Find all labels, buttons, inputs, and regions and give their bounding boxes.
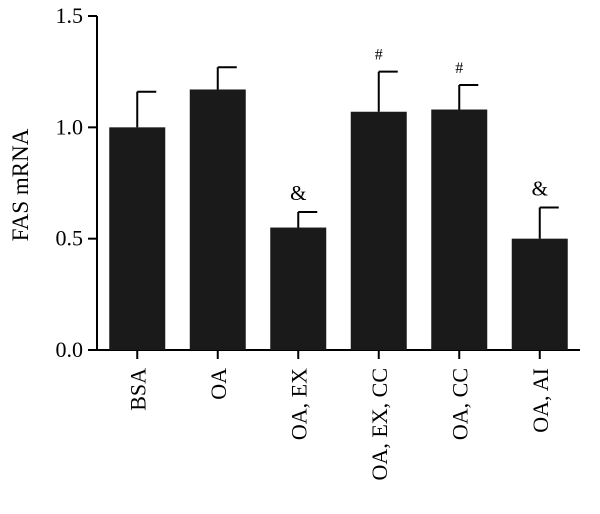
significance-marker: & bbox=[290, 181, 306, 205]
y-axis-title: FAS mRNA bbox=[8, 128, 33, 241]
bar-bsa bbox=[109, 127, 166, 350]
significance-marker: & bbox=[532, 176, 548, 200]
error-bars-group bbox=[136, 66, 559, 239]
category-label: OA, EX bbox=[286, 368, 311, 440]
category-label: OA, AI bbox=[528, 368, 553, 433]
annotations-group: & # # & bbox=[290, 47, 548, 205]
significance-marker: # bbox=[455, 60, 463, 77]
bars-group bbox=[109, 89, 568, 351]
category-label: BSA bbox=[125, 368, 150, 411]
bar-oa bbox=[189, 89, 246, 350]
significance-marker: # bbox=[375, 47, 383, 64]
y-tick-label: 0.0 bbox=[56, 337, 84, 362]
bar-oa-ex bbox=[270, 227, 327, 350]
y-tick-label: 1.5 bbox=[56, 3, 84, 28]
category-label: OA bbox=[206, 368, 231, 400]
y-tick-label: 0.5 bbox=[56, 226, 84, 251]
bar-oa-ai bbox=[511, 238, 568, 350]
y-axis: 0.0 0.5 1.0 1.5 bbox=[56, 3, 98, 362]
bar-oa-cc bbox=[431, 109, 488, 351]
bar-oa-ex-cc bbox=[350, 111, 407, 350]
x-axis bbox=[97, 349, 580, 359]
category-label: OA, EX, CC bbox=[367, 368, 392, 480]
category-label: OA, CC bbox=[447, 368, 472, 440]
category-labels-group: BSA OA OA, EX OA, EX, CC OA, CC OA, AI bbox=[125, 368, 553, 481]
y-tick-label: 1.0 bbox=[56, 114, 84, 139]
